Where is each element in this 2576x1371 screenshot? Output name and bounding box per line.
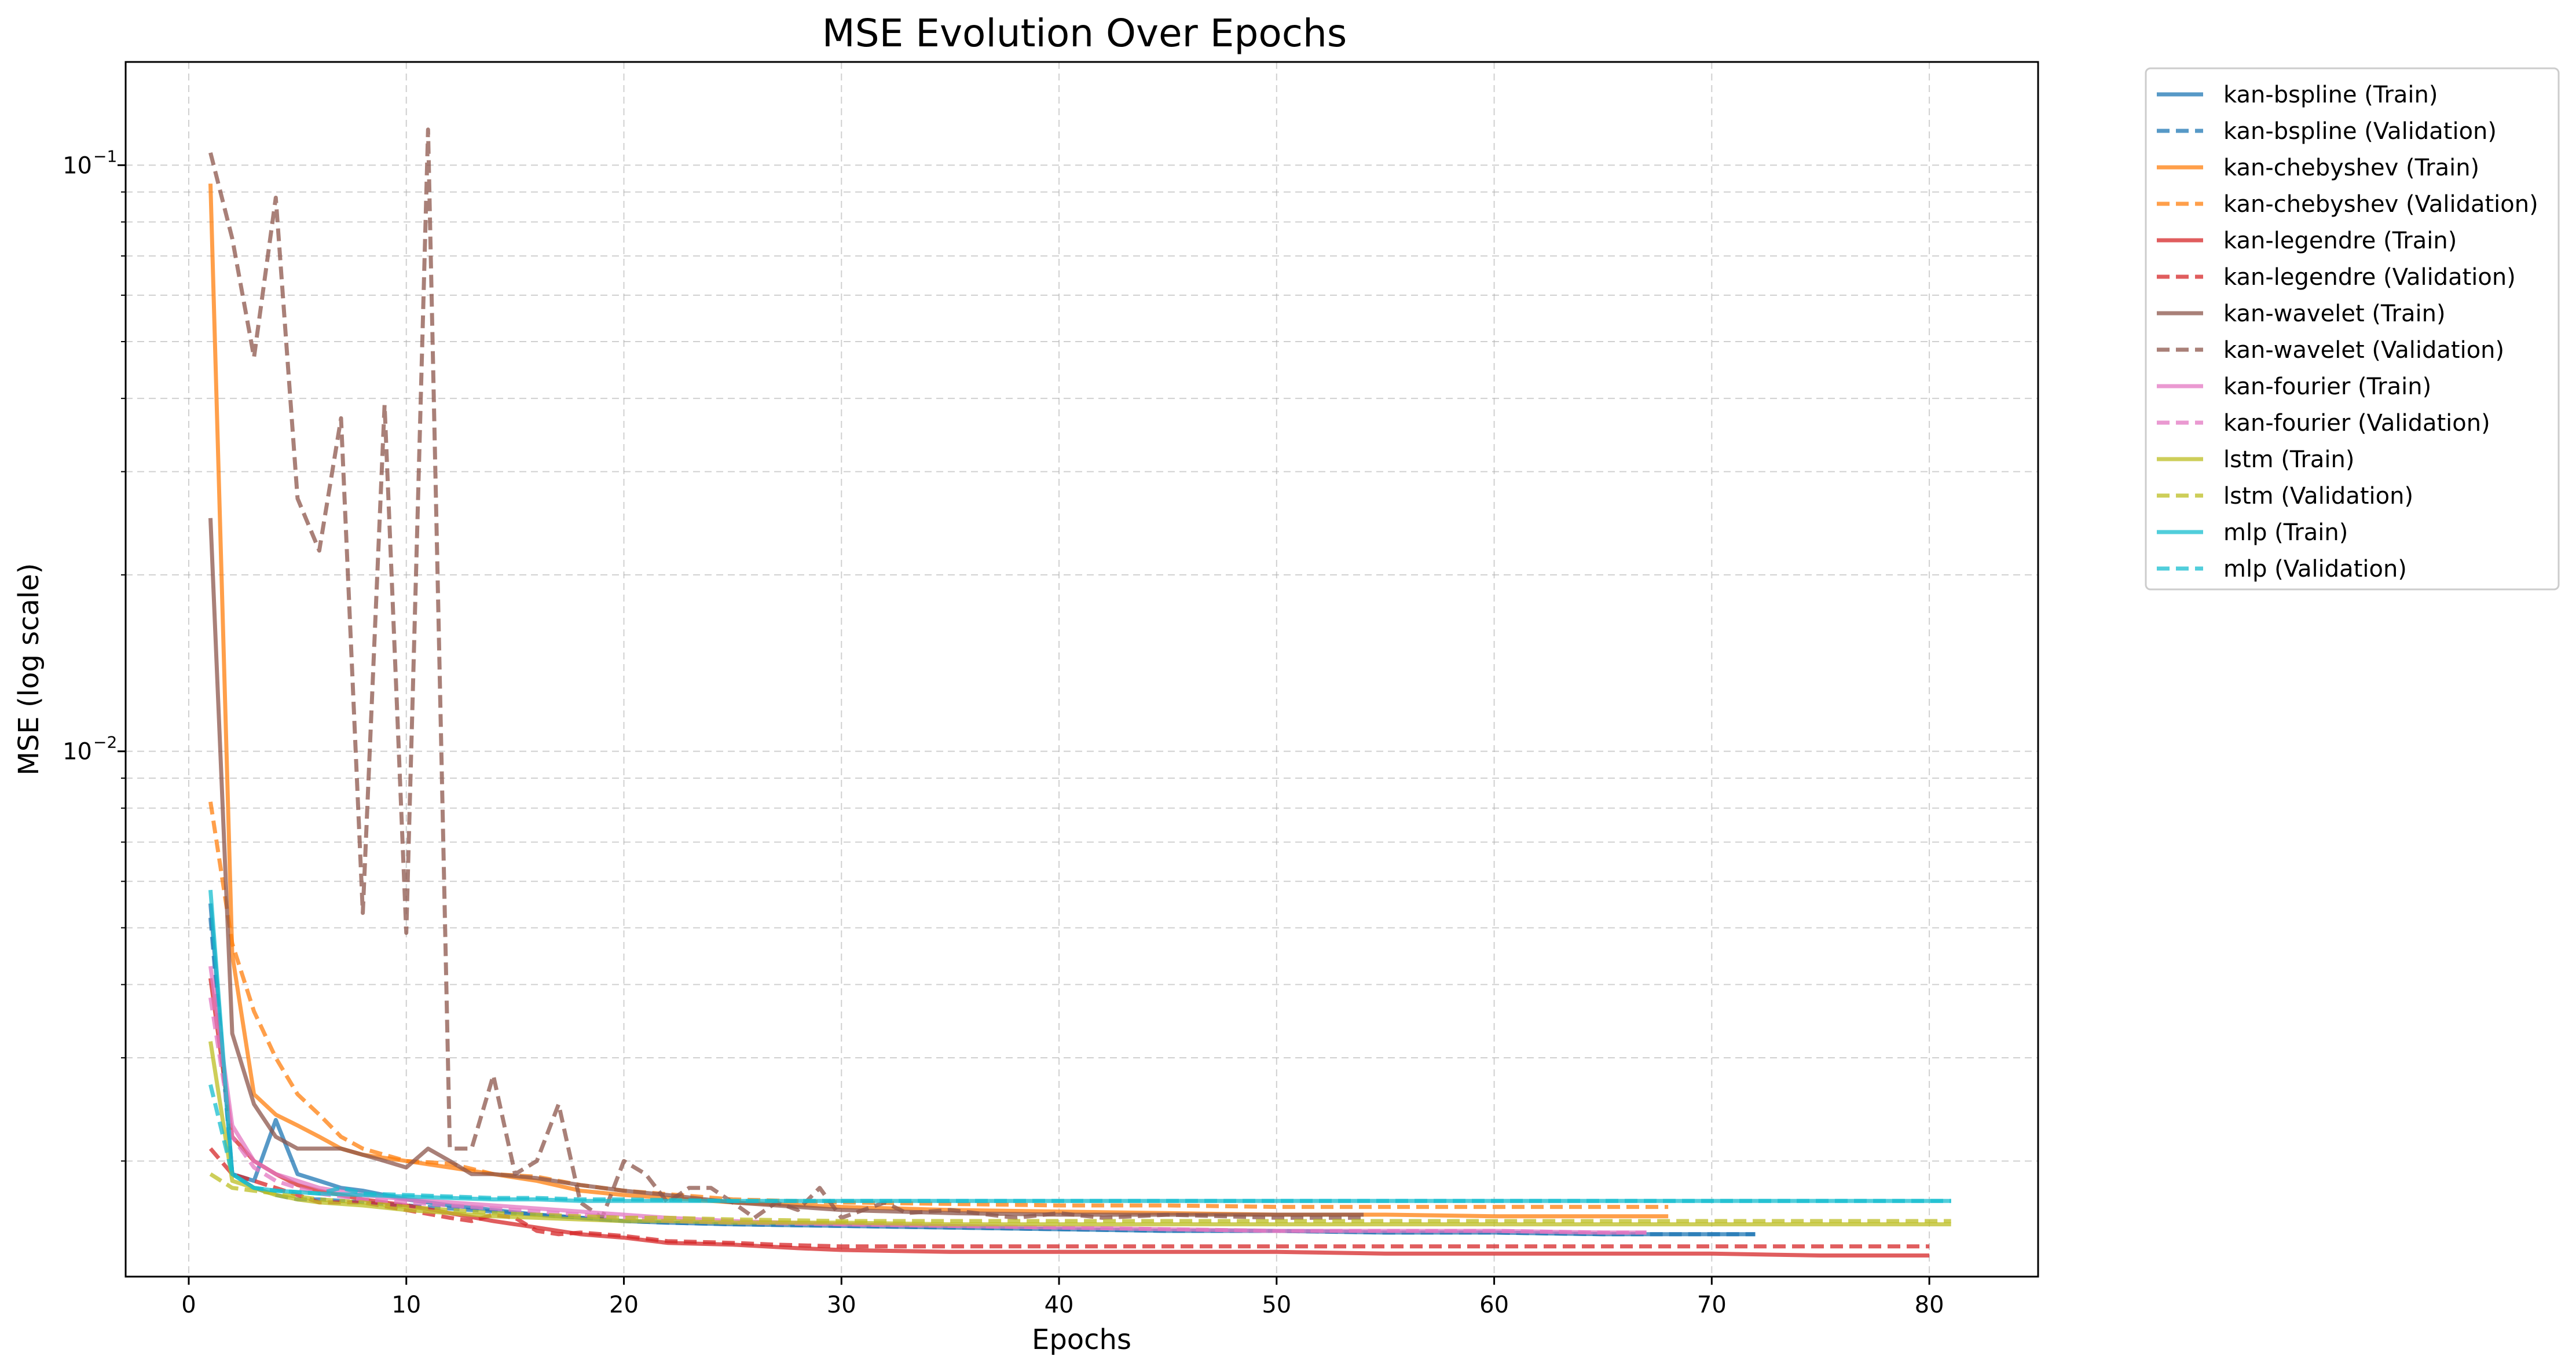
y-tick-label: 10 (63, 152, 92, 179)
legend-label: kan-legendre (Validation) (2223, 264, 2516, 291)
series-line (208, 1041, 1951, 1227)
x-tick-label: 10 (391, 1292, 421, 1318)
legend-label: kan-fourier (Train) (2223, 373, 2431, 400)
y-axis-label: MSE (log scale) (13, 563, 45, 775)
legend-label: kan-chebyshev (Train) (2223, 155, 2479, 181)
x-tick-label: 30 (827, 1292, 856, 1318)
legend-label: kan-fourier (Validation) (2223, 410, 2490, 437)
x-tick-label: 40 (1045, 1292, 1074, 1318)
y-tick-exponent: −2 (93, 733, 117, 752)
legend-label: kan-chebyshev (Validation) (2223, 191, 2538, 218)
series-line (208, 1084, 1951, 1203)
x-tick-label: 70 (1697, 1292, 1727, 1318)
legend-label: kan-legendre (Train) (2223, 228, 2457, 254)
x-tick-label: 60 (1479, 1292, 1509, 1318)
legend-label: lstm (Validation) (2223, 483, 2413, 509)
grid (126, 62, 2038, 1277)
plot-series (208, 127, 1951, 1258)
legend-label: mlp (Validation) (2223, 556, 2407, 582)
series-line (209, 1172, 1951, 1223)
x-axis-label: Epochs (1032, 1324, 1131, 1356)
x-tick-label: 50 (1262, 1292, 1291, 1318)
legend-label: kan-bspline (Train) (2223, 82, 2438, 108)
x-axis: 0 10 20 30 40 50 60 70 80 (181, 1277, 1944, 1318)
y-tick-exponent: −1 (93, 146, 117, 166)
y-axis: 10−110−2 (63, 146, 126, 1162)
x-tick-label: 20 (609, 1292, 639, 1318)
legend-label: lstm (Train) (2223, 446, 2355, 473)
legend: kan-bspline (Train) kan-bspline (Validati… (2145, 67, 2560, 591)
legend-label: kan-wavelet (Validation) (2223, 337, 2504, 364)
legend-label: kan-bspline (Validation) (2223, 118, 2497, 145)
x-tick-label: 80 (1915, 1292, 1944, 1318)
series-line (208, 997, 1647, 1235)
chart-title: MSE Evolution Over Epochs (822, 11, 1347, 56)
legend-label: mlp (Train) (2223, 519, 2348, 546)
y-tick-label: 10 (63, 739, 92, 765)
legend-label: kan-wavelet (Train) (2223, 300, 2446, 327)
legend-box (2145, 67, 2560, 591)
plot-frame (124, 61, 2039, 1278)
x-tick-label: 0 (181, 1292, 196, 1318)
series-line (208, 127, 1364, 1220)
